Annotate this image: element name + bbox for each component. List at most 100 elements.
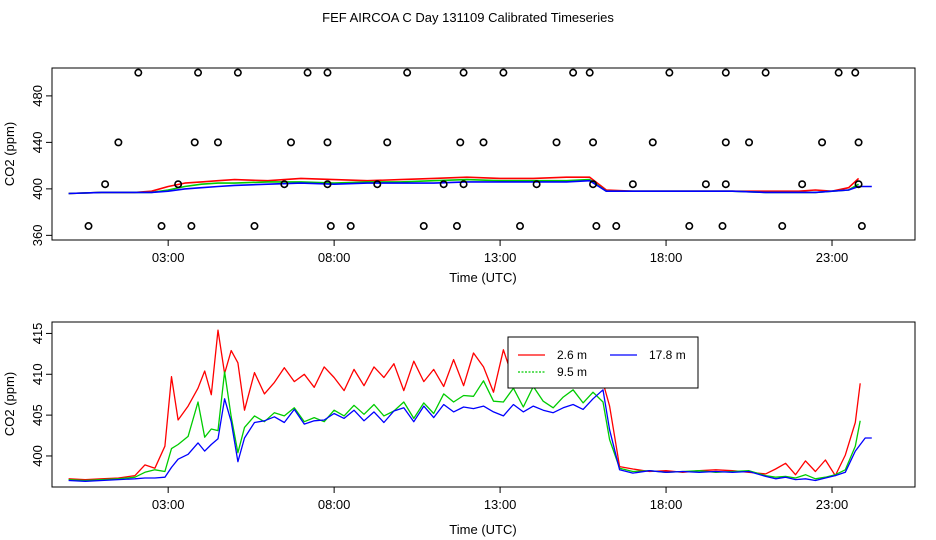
flag-point (194, 68, 203, 77)
bottom-panel: 400 405 410 415 03:00 08:00 13:00 18:00 23:00 T… (2, 321, 916, 537)
flag-point (323, 180, 332, 189)
top-x-tick-label: 23:00 (816, 250, 849, 265)
bottom-y-tick-label: 410 (30, 363, 45, 385)
flag-point (612, 222, 621, 231)
bottom-series-line-9-5-m (68, 371, 861, 482)
top-y-tick-label: 360 (30, 224, 45, 246)
flag-point (589, 180, 598, 189)
flag-point (685, 222, 694, 231)
flag-point (101, 180, 110, 189)
flag-point (479, 138, 488, 147)
flag-point (280, 180, 289, 189)
flag-point (532, 180, 541, 189)
flag-point (174, 180, 183, 189)
top-x-tick-label: 03:00 (152, 250, 185, 265)
top-y-tick-label: 480 (30, 85, 45, 107)
flag-point (648, 138, 657, 147)
flag-point (592, 222, 601, 231)
bottom-x-tick-label: 13:00 (484, 497, 517, 512)
flag-point (403, 68, 412, 77)
flag-point (286, 138, 295, 147)
flag-point (854, 180, 863, 189)
top-flag-points (84, 68, 866, 231)
flag-point (84, 222, 93, 231)
flag-point (721, 68, 730, 77)
top-x-tick-label: 13:00 (484, 250, 517, 265)
top-series-line-2-6-m (68, 176, 860, 195)
flag-point (190, 138, 199, 147)
flag-point (373, 180, 382, 189)
bottom-y-axis: 400 405 410 415 (30, 323, 52, 467)
bottom-series-line-17-8-m (68, 389, 872, 482)
flag-point (721, 180, 730, 189)
flag-point (721, 138, 730, 147)
flag-point (250, 222, 259, 231)
top-plot-frame (51, 67, 916, 241)
flag-point (851, 68, 860, 77)
legend-label-17-8m: 17.8 m (649, 348, 686, 362)
flag-point (854, 138, 863, 147)
flag-point (213, 138, 222, 147)
flag-point (818, 138, 827, 147)
legend: 2.6 m 17.8 m 9.5 m (507, 336, 699, 389)
top-x-tick-label: 18:00 (650, 250, 683, 265)
top-series-lines (68, 176, 872, 195)
bottom-y-tick-label: 405 (30, 404, 45, 426)
legend-label-2-6m: 2.6 m (557, 348, 587, 362)
top-y-tick-label: 440 (30, 132, 45, 154)
top-y-axis-label: CO2 (ppm) (2, 122, 17, 186)
flag-point (552, 138, 561, 147)
flag-point (778, 222, 787, 231)
flag-point (439, 180, 448, 189)
flag-point (303, 68, 312, 77)
flag-point (798, 180, 807, 189)
bottom-series-line-2-6-m (68, 329, 861, 481)
top-x-tick-label: 08:00 (318, 250, 351, 265)
flag-point (323, 138, 332, 147)
flag-point (516, 222, 525, 231)
bottom-y-tick-label: 415 (30, 323, 45, 345)
flag-point (459, 180, 468, 189)
legend-label-9-5m: 9.5 m (557, 365, 587, 379)
flag-point (761, 68, 770, 77)
bottom-y-tick-label: 400 (30, 445, 45, 467)
flag-point (665, 68, 674, 77)
bottom-x-tick-label: 18:00 (650, 497, 683, 512)
flag-point (326, 222, 335, 231)
flag-point (187, 222, 196, 231)
flag-point (383, 138, 392, 147)
top-series-line-17-8-m (68, 179, 872, 195)
bottom-x-axis-label: Time (UTC) (449, 522, 516, 537)
bottom-x-axis: 03:00 08:00 13:00 18:00 23:00 (152, 487, 848, 512)
flag-point (585, 68, 594, 77)
top-y-axis: 360 400 440 480 (30, 85, 52, 246)
bottom-x-tick-label: 23:00 (816, 497, 849, 512)
flag-point (323, 68, 332, 77)
top-panel: 360 400 440 480 03:00 08:00 13:00 18:00 23:00 T… (2, 67, 916, 285)
flag-point (456, 138, 465, 147)
top-x-axis-label: Time (UTC) (449, 270, 516, 285)
bottom-x-tick-label: 03:00 (152, 497, 185, 512)
flag-point (701, 180, 710, 189)
flag-point (589, 138, 598, 147)
flag-point (419, 222, 428, 231)
bottom-x-tick-label: 08:00 (318, 497, 351, 512)
flag-point (857, 222, 866, 231)
flag-point (569, 68, 578, 77)
flag-point (628, 180, 637, 189)
top-y-tick-label: 400 (30, 178, 45, 200)
bottom-plot-frame (51, 321, 916, 488)
bottom-y-axis-label: CO2 (ppm) (2, 372, 17, 436)
top-x-axis: 03:00 08:00 13:00 18:00 23:00 (152, 240, 848, 265)
flag-point (459, 68, 468, 77)
flag-point (718, 222, 727, 231)
bottom-series-lines (68, 329, 872, 482)
flag-point (114, 138, 123, 147)
flag-point (346, 222, 355, 231)
flag-point (834, 68, 843, 77)
flag-point (745, 138, 754, 147)
flag-point (157, 222, 166, 231)
flag-point (499, 68, 508, 77)
flag-point (134, 68, 143, 77)
